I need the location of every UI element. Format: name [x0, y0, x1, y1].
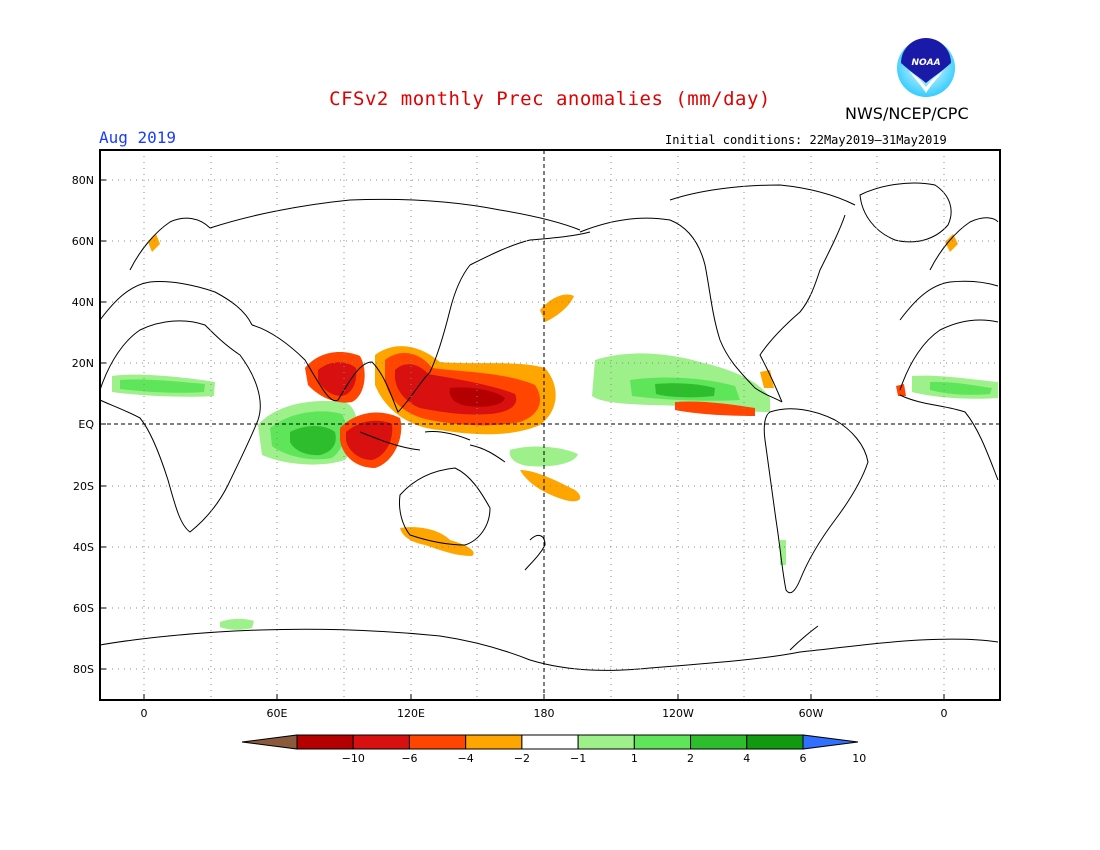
negative-anomaly-scandinavia-east — [945, 234, 958, 252]
colorbar-label: 2 — [687, 752, 694, 765]
coastline-new-zealand — [524, 534, 546, 571]
colorbar-swatch — [521, 734, 579, 750]
coastline-indonesia — [359, 431, 506, 463]
lat-label-eq: EQ — [78, 418, 94, 431]
colorbar-left-arrow — [241, 734, 298, 750]
coastline-africa-right — [899, 394, 999, 481]
coastline-africa-europe-left — [99, 320, 261, 533]
coastline-europe-left — [99, 281, 253, 326]
coastline-africa-europe-right — [899, 319, 999, 391]
coastline-north-america — [579, 217, 783, 403]
colorbar-swatch — [577, 734, 635, 750]
lat-label-40s: 40S — [73, 541, 94, 554]
coastline-antarctica — [99, 628, 999, 671]
anomaly-regions — [112, 234, 998, 630]
lat-label-60n: 60N — [72, 235, 94, 248]
longitude-labels: 0 60E 120E 180 120W 60W 0 — [141, 707, 948, 720]
positive-anomaly-indian-ocean-core — [290, 426, 336, 456]
noaa-logo: NOAA — [897, 38, 955, 97]
colorbar-label: −6 — [401, 752, 417, 765]
colorbar-label: 4 — [743, 752, 750, 765]
lat-label-80n: 80N — [72, 174, 94, 187]
map-frame — [100, 150, 1000, 700]
negative-anomaly-west-africa-coast — [896, 384, 906, 396]
coastline-scandinavia-right — [929, 217, 999, 271]
coastlines — [99, 182, 999, 671]
coastline-europe-right — [899, 280, 999, 321]
lon-label-120e: 120E — [397, 707, 425, 720]
coastline-south-america — [763, 408, 869, 594]
map-title: CFSv2 monthly Prec anomalies (mm/day) — [329, 88, 771, 110]
colorbar-label: −10 — [342, 752, 365, 765]
positive-anomaly-south-pacific — [509, 446, 578, 467]
colorbar-swatch — [408, 734, 467, 750]
agency-name: NWS/NCEP/CPC — [845, 104, 969, 123]
colorbar-right-arrow — [802, 734, 859, 750]
lat-label-40n: 40N — [72, 296, 94, 309]
positive-anomaly-africa-core — [120, 379, 205, 393]
colorbar: −10 −6 −4 −2 −1 1 2 4 6 10 — [241, 734, 866, 765]
coastline-asia-east — [469, 231, 591, 266]
colorbar-label: 10 — [852, 752, 866, 765]
latitude-labels: 80N 60N 40N 20N EQ 20S 40S 60S 80S — [72, 174, 95, 676]
colorbar-swatch — [296, 734, 354, 750]
negative-anomaly-scandinavia — [148, 234, 160, 252]
lat-label-20n: 20N — [72, 357, 94, 370]
lat-label-80s: 80S — [73, 663, 94, 676]
positive-anomaly-antarctic — [220, 618, 254, 630]
coastline-asia-south — [251, 264, 471, 413]
forecast-month: Aug 2019 — [99, 128, 177, 147]
lon-label-180: 180 — [534, 707, 555, 720]
lon-label-60w: 60W — [799, 707, 824, 720]
colorbar-label: −2 — [514, 752, 530, 765]
positive-anomaly-atlantic-core — [930, 381, 992, 395]
logo-top-half — [901, 38, 951, 83]
logo-bird-icon — [909, 71, 943, 93]
coastline-eurasia-north — [209, 198, 581, 231]
lat-label-20s: 20S — [73, 480, 94, 493]
negative-anomaly-north-pacific — [540, 294, 574, 322]
colorbar-swatch — [633, 734, 692, 750]
negative-anomaly-west-pacific-max — [449, 387, 505, 407]
lon-label-60e: 60E — [267, 707, 288, 720]
axis-ticks — [100, 179, 945, 700]
negative-anomaly-sumatra-core — [346, 420, 393, 460]
negative-anomaly-caribbean — [760, 370, 774, 388]
colorbar-label: −1 — [570, 752, 586, 765]
colorbar-swatch — [690, 734, 748, 750]
negative-anomaly-australia-south — [400, 527, 474, 556]
logo-text: NOAA — [911, 58, 940, 68]
colorbar-label: 1 — [631, 752, 638, 765]
lon-label-120w: 120W — [662, 707, 694, 720]
initial-conditions: Initial conditions: 22May2019–31May2019 — [665, 133, 947, 147]
colorbar-swatch — [746, 734, 804, 750]
coastline-antarctic-peninsula — [789, 625, 819, 651]
colorbar-swatch — [352, 734, 410, 750]
lon-label-0-right: 0 — [941, 707, 948, 720]
coastline-scandinavia-left — [129, 217, 211, 271]
coastline-greenland — [859, 182, 952, 243]
map-border — [99, 149, 1001, 701]
colorbar-label: 6 — [800, 752, 807, 765]
colorbar-swatch — [465, 734, 523, 750]
colorbar-label: −4 — [458, 752, 474, 765]
coastline-canada-north — [669, 184, 856, 206]
lat-label-60s: 60S — [73, 602, 94, 615]
coastline-australia — [399, 467, 491, 546]
lon-label-0: 0 — [141, 707, 148, 720]
positive-anomaly-pacific-core — [655, 383, 715, 398]
gridlines — [100, 150, 1000, 700]
coastline-north-america-east — [759, 214, 846, 403]
negative-anomaly-bay-of-bengal-core — [318, 362, 357, 396]
negative-anomaly-east-pacific — [675, 401, 755, 416]
